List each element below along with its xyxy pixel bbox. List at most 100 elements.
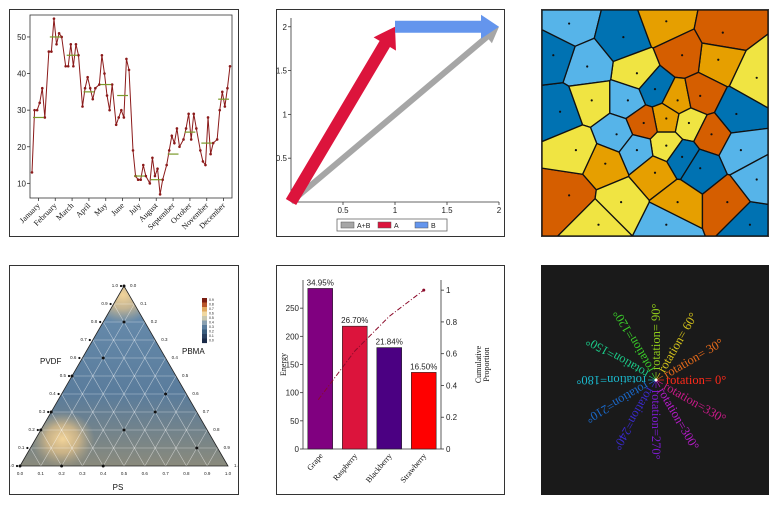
y-tick-label: 1.5: [277, 67, 288, 76]
left-tick-label: 0.2: [29, 427, 36, 432]
bar: [411, 372, 437, 450]
voronoi-cell: [631, 201, 706, 236]
x-tick-label: 1.5: [441, 206, 453, 215]
right-tick-label: 0.9: [224, 445, 231, 450]
y-tick-label: 10: [17, 179, 26, 188]
axis-marker: [15, 464, 19, 468]
left-tick-label: 0.0: [10, 463, 14, 468]
colorbar-segment: [202, 311, 207, 317]
bottom-tick-label: 1.0: [225, 471, 232, 476]
data-point: [77, 53, 80, 57]
data-point: [141, 163, 145, 167]
left-tick-label: 0.5: [60, 373, 67, 378]
y-tick-label: 150: [286, 361, 300, 370]
data-point: [226, 86, 229, 90]
voronoi-seed: [665, 144, 668, 147]
axis-label-bottom: PS: [113, 483, 124, 492]
data-point: [38, 101, 41, 105]
data-point: [158, 193, 162, 196]
data-point: [70, 374, 74, 378]
grid-line: [40, 429, 62, 466]
data-point: [101, 464, 105, 468]
voronoi-seed: [676, 201, 679, 204]
data-point: [173, 141, 176, 145]
legend-swatch: [377, 221, 392, 229]
data-point: [66, 64, 70, 68]
left-tick-label: 1.0: [112, 283, 119, 288]
chart-monthly-lines: 10 20 30 40 50 January February March April May Ju…: [9, 9, 239, 237]
voronoi-seed: [653, 88, 657, 91]
data-point: [50, 50, 53, 53]
axis-marker: [78, 356, 81, 360]
hotspot: [30, 411, 95, 466]
bottom-tick-label: 0.1: [38, 471, 45, 476]
rotated-text-demo: rotation= 0°rotation= 30°rotation= 60°ro…: [576, 303, 728, 459]
axis-marker: [57, 392, 60, 396]
voronoi-seed: [590, 99, 593, 102]
voronoi-cell: [556, 197, 634, 236]
hotspot: [90, 286, 155, 323]
colorbar-segment: [202, 320, 207, 326]
voronoi-diagram: [542, 10, 768, 236]
data-point: [221, 90, 224, 94]
chart-pareto: 0 50 100 150 200 250 0 0.2 0.4 0.6 0.8 1 34.95% Grape…: [276, 265, 505, 495]
left-tick-label: 0.8: [91, 319, 98, 324]
plot-frame: [29, 14, 233, 199]
data-point: [184, 127, 188, 130]
chart-ternary: 0.00.00.00.10.10.10.20.20.20.30.30.30.40…: [9, 265, 239, 495]
data-point: [223, 105, 227, 108]
voronoi-seed: [665, 20, 668, 23]
y2-tick-label: 0: [446, 445, 451, 454]
data-point: [144, 174, 148, 178]
right-tick-label: 1.0: [234, 463, 238, 468]
cumulative-end-point: [422, 288, 426, 292]
y-tick-label: 200: [286, 332, 300, 341]
voronoi-seed: [568, 194, 571, 197]
vector-arrow-a: [285, 26, 396, 206]
bottom-tick-label: 0.8: [183, 471, 190, 476]
colorbar-tick-label: 0.5: [209, 316, 214, 320]
data-point: [103, 72, 106, 75]
data-point: [105, 94, 109, 97]
colorbar-tick-label: 0.2: [209, 330, 214, 334]
axis-marker: [119, 284, 123, 288]
voronoi-seed: [735, 112, 738, 116]
left-tick-label: 0.6: [70, 355, 77, 360]
bar-data-label: 16.50%: [410, 362, 437, 371]
data-point: [122, 320, 126, 324]
legend-swatch: [414, 221, 429, 229]
colorbar-segment: [202, 338, 207, 344]
y-tick-label: 1: [283, 110, 288, 119]
voronoi-cell: [542, 124, 598, 175]
bottom-tick-label: 0.9: [204, 471, 211, 476]
vector-arrow-b: [395, 14, 499, 39]
voronoi-seed: [597, 223, 600, 226]
data-point: [206, 116, 210, 119]
axis-label-left: PVDF: [40, 357, 61, 366]
voronoi-seed: [574, 149, 577, 152]
y2-axis-title-line1: Cumulative: [474, 345, 483, 383]
data-point: [100, 53, 104, 57]
voronoi-seed: [568, 22, 571, 25]
voronoi-seed: [739, 149, 742, 152]
grid-line: [82, 339, 156, 466]
bottom-tick-label: 0.0: [17, 471, 24, 476]
data-point: [182, 138, 185, 141]
voronoi-seed: [755, 76, 758, 79]
colorbar-segment: [202, 302, 207, 308]
data-point: [114, 123, 118, 127]
x-tick-label: March: [54, 201, 75, 222]
colorbar-tick-label: 0.0: [209, 339, 214, 343]
data-point: [101, 356, 105, 360]
data-point: [122, 428, 126, 432]
data-point: [161, 178, 164, 181]
pareto-bar-chart: 0 50 100 150 200 250 0 0.2 0.4 0.6 0.8 1 34.95% Grape…: [279, 278, 491, 484]
colorbar-segment: [202, 334, 207, 339]
voronoi-seed: [726, 201, 729, 204]
axis-marker: [47, 410, 50, 414]
data-point: [88, 86, 92, 90]
legend-label: A: [394, 223, 399, 230]
y2-tick-label: 0.2: [446, 413, 458, 422]
cumulative-line: [317, 289, 425, 401]
